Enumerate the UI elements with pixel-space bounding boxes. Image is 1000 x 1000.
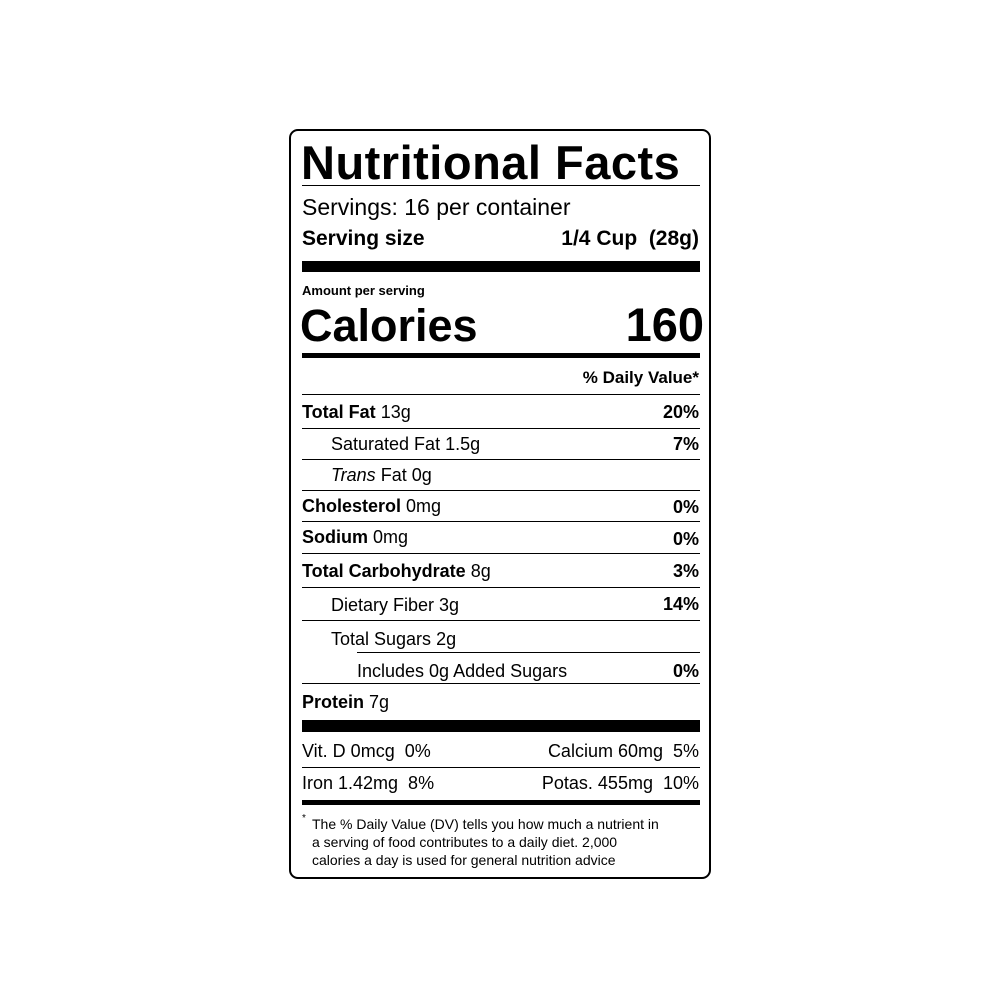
divider bbox=[302, 459, 700, 460]
label-title: Nutritional Facts bbox=[301, 136, 681, 189]
nutrient-row-dietary-fiber: Dietary Fiber 3g bbox=[331, 595, 460, 615]
dv-total-fat: 20% bbox=[662, 402, 699, 422]
footnote-asterisk: * bbox=[302, 813, 306, 824]
nutrient-row-total-fat: Total Fat 13g bbox=[302, 402, 411, 422]
calories-value: 160 bbox=[625, 298, 704, 351]
amount-per-serving: Amount per serving bbox=[302, 283, 425, 298]
divider bbox=[302, 490, 700, 491]
medium-divider bbox=[302, 353, 700, 358]
calories-label: Calories bbox=[300, 300, 478, 351]
divider bbox=[357, 652, 700, 653]
divider bbox=[302, 394, 700, 395]
divider bbox=[302, 521, 700, 522]
thick-divider bbox=[302, 720, 700, 732]
dv-total-carbohydrate: 3% bbox=[672, 561, 699, 581]
footnote-line: a serving of food contributes to a daily… bbox=[312, 834, 618, 850]
divider bbox=[302, 683, 700, 684]
nutrient-row-cholesterol: Cholesterol 0mg bbox=[302, 496, 442, 516]
dv-added-sugars: 0% bbox=[672, 661, 699, 681]
nutrition-facts-label: Nutritional Facts Servings: 16 per conta… bbox=[289, 129, 711, 879]
micro-calcium: Calcium 60mg 5% bbox=[547, 741, 699, 761]
divider bbox=[302, 767, 700, 768]
thick-divider bbox=[302, 261, 700, 272]
divider bbox=[302, 587, 700, 588]
nutrient-row-sodium: Sodium 0mg bbox=[302, 527, 409, 547]
dv-saturated-fat: 7% bbox=[672, 434, 699, 454]
nutrient-row-added-sugars: Includes 0g Added Sugars bbox=[357, 661, 568, 681]
divider bbox=[302, 428, 700, 429]
servings-per-container: Servings: 16 per container bbox=[302, 194, 571, 220]
nutrient-row-protein: Protein 7g bbox=[302, 692, 390, 712]
micro-potassium: Potas. 455mg 10% bbox=[541, 773, 699, 793]
medium-divider bbox=[302, 800, 700, 805]
nutrient-row-total-carbohydrate: Total Carbohydrate 8g bbox=[302, 561, 491, 581]
nutrient-row-trans-fat: Trans Fat 0g bbox=[331, 465, 432, 485]
micro-vitamin-d: Vit. D 0mcg 0% bbox=[302, 741, 431, 761]
serving-size-label: Serving size bbox=[302, 227, 425, 250]
divider bbox=[302, 553, 700, 554]
nutrient-row-saturated-fat: Saturated Fat 1.5g bbox=[331, 434, 481, 454]
nutrient-row-total-sugars: Total Sugars 2g bbox=[331, 629, 457, 649]
footnote: The % Daily Value (DV) tells you how muc… bbox=[312, 815, 659, 869]
dv-dietary-fiber: 14% bbox=[662, 594, 699, 614]
dv-cholesterol: 0% bbox=[672, 497, 699, 517]
serving-size-value: 1/4 Cup (28g) bbox=[561, 227, 699, 250]
footnote-line: calories a day is used for general nutri… bbox=[312, 852, 616, 868]
dv-sodium: 0% bbox=[672, 529, 699, 549]
daily-value-header: % Daily Value* bbox=[582, 368, 699, 387]
micro-iron: Iron 1.42mg 8% bbox=[302, 773, 435, 793]
divider bbox=[302, 620, 700, 621]
divider bbox=[302, 185, 700, 186]
footnote-line: The % Daily Value (DV) tells you how muc… bbox=[312, 816, 659, 832]
